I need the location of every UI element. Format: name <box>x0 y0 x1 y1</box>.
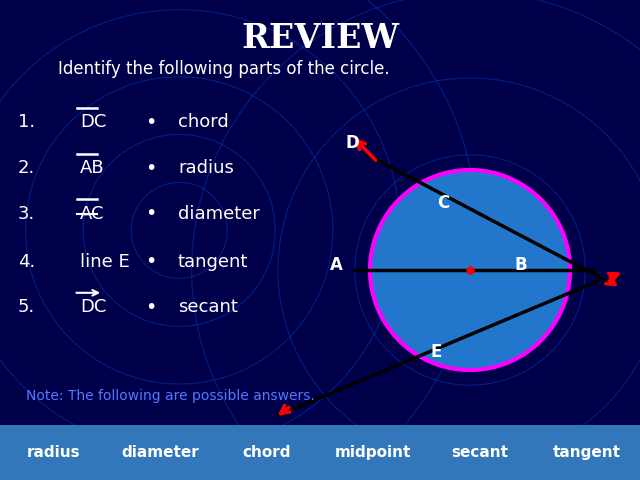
Text: 4.: 4. <box>18 252 35 271</box>
Text: 2.: 2. <box>18 159 35 177</box>
Text: tangent: tangent <box>178 252 248 271</box>
Text: tangent: tangent <box>553 445 621 460</box>
Text: Identify the following parts of the circle.: Identify the following parts of the circ… <box>58 60 390 78</box>
Text: D: D <box>345 134 359 152</box>
Text: secant: secant <box>178 298 238 316</box>
Text: AB: AB <box>80 159 104 177</box>
Text: •: • <box>145 204 156 223</box>
Text: chord: chord <box>243 445 291 460</box>
Text: midpoint: midpoint <box>335 445 412 460</box>
Text: B: B <box>515 256 527 274</box>
Text: •: • <box>145 113 156 132</box>
Text: DC: DC <box>80 113 106 132</box>
Text: A: A <box>330 256 342 274</box>
Text: REVIEW: REVIEW <box>241 22 399 55</box>
Bar <box>0 425 640 480</box>
Text: diameter: diameter <box>178 204 260 223</box>
Text: line E: line E <box>80 252 130 271</box>
Text: Note: The following are possible answers.: Note: The following are possible answers… <box>26 389 314 403</box>
Text: C: C <box>437 194 450 212</box>
Text: •: • <box>145 158 156 178</box>
Text: radius: radius <box>26 445 80 460</box>
Text: AC: AC <box>80 204 104 223</box>
Text: 3.: 3. <box>18 204 35 223</box>
Text: radius: radius <box>178 159 234 177</box>
Text: E: E <box>430 343 442 361</box>
Text: •: • <box>145 298 156 317</box>
Text: secant: secant <box>451 445 509 460</box>
Polygon shape <box>370 170 570 370</box>
Text: 5.: 5. <box>18 298 35 316</box>
Text: chord: chord <box>178 113 228 132</box>
Text: 1.: 1. <box>18 113 35 132</box>
Text: diameter: diameter <box>121 445 199 460</box>
Text: DC: DC <box>80 298 106 316</box>
Text: •: • <box>145 252 156 271</box>
